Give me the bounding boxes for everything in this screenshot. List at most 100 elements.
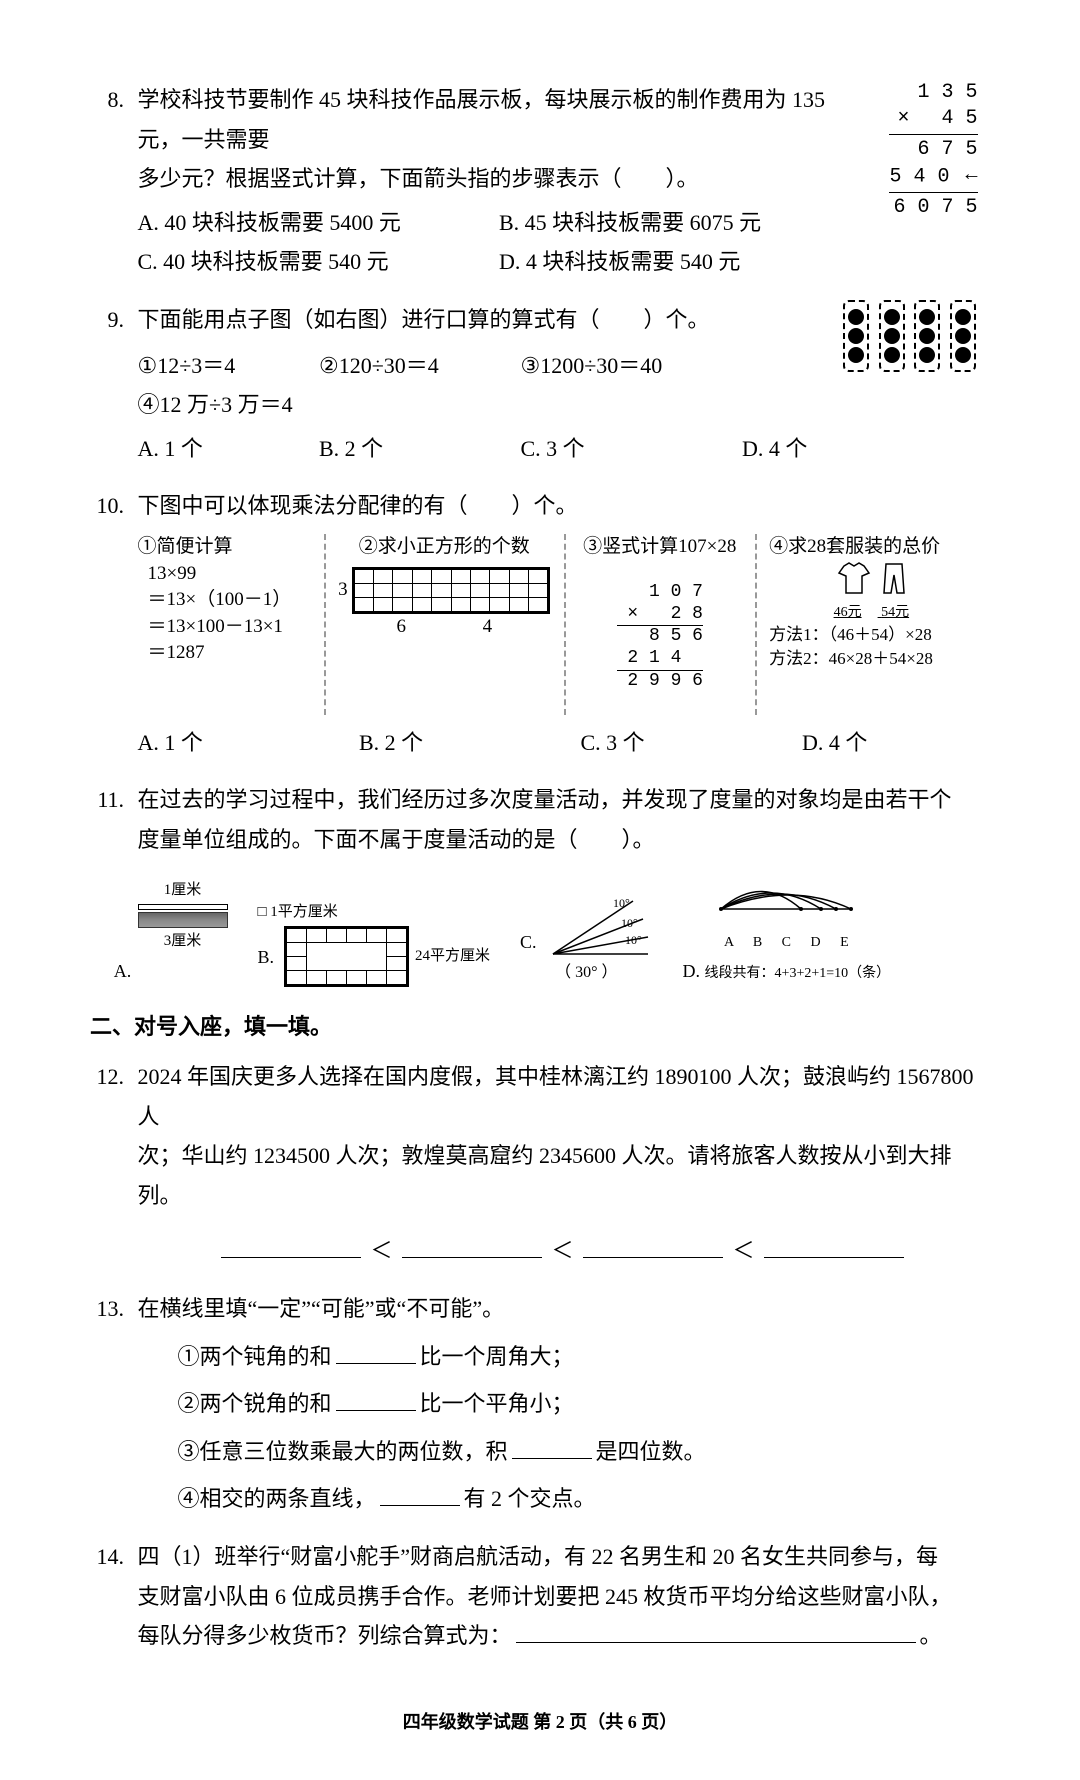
fig-c-base: （ 30° ）: [520, 959, 653, 988]
q10-number: 10.: [90, 486, 132, 526]
p2-bottom-6: 6: [396, 614, 406, 641]
q11-fig-a: 1厘米 3厘米 A.: [138, 877, 228, 987]
q12-number: 12.: [90, 1057, 132, 1097]
p4-title: ④求28套服装的总价: [769, 534, 973, 561]
q9-option-b: B. 2 个: [319, 429, 479, 469]
svg-text:10°: 10°: [621, 916, 638, 930]
svg-text:10°: 10°: [613, 896, 630, 910]
p2-title: ②求小正方形的个数: [338, 534, 550, 561]
p4-price1: 46元: [834, 605, 862, 620]
q9-option-c: C. 3 个: [521, 429, 701, 469]
p4-method-2: 方法2：46×28＋54×28: [769, 647, 973, 671]
calc-rule-1: [889, 134, 977, 135]
q14-body: 四（1）班举行“财富小舵手”财商启航活动，有 22 名男生和 20 名女生共同参…: [138, 1537, 988, 1656]
fig-d-points: A B C D E: [683, 930, 891, 955]
q12-text-2: 次；华山约 1234500 人次；敦煌莫高窟约 2345600 人次。请将旅客人…: [138, 1136, 988, 1215]
fig-c-label: C.: [520, 926, 537, 958]
q13-body: 在横线里填“一定”“可能”或“不可能”。 ①两个钝角的和比一个周角大； ②两个锐…: [138, 1289, 988, 1519]
q14-text-1: 四（1）班举行“财富小舵手”财商启航活动，有 22 名男生和 20 名女生共同参…: [138, 1537, 988, 1577]
q8-option-a: A. 40 块科技板需要 5400 元: [138, 203, 458, 243]
p1-l2: ＝13×（100－1）: [148, 587, 311, 614]
q13-sub-1: ①两个钝角的和比一个周角大；: [178, 1337, 988, 1377]
fig-a-label: A.: [114, 961, 132, 981]
calc-line-5: 6 0 7 5: [889, 195, 977, 221]
fig-b-label: B.: [258, 941, 275, 973]
p3-title: ③竖式计算107×28: [578, 534, 741, 561]
arc-diagram: [711, 869, 861, 919]
q13-sub-2: ②两个锐角的和比一个平角小；: [178, 1384, 988, 1424]
p1-l3: ＝13×100－13×1: [148, 614, 311, 641]
p4-price2: 54元: [881, 605, 909, 620]
q8-options: A. 40 块科技板需要 5400 元 B. 45 块科技板需要 6075 元 …: [138, 203, 988, 282]
q13-number: 13.: [90, 1289, 132, 1329]
q8-option-d: D. 4 块科技板需要 540 元: [499, 242, 740, 282]
p3-calc: 1 0 7 × 2 8 8 5 6 2 1 4 2 9 9 6: [617, 561, 703, 714]
blank-3[interactable]: [583, 1257, 723, 1258]
clothing-icons: 46元 54元: [769, 561, 973, 623]
question-13: 13. 在横线里填“一定”“可能”或“不可能”。 ①两个钝角的和比一个周角大； …: [90, 1289, 990, 1519]
q10-option-d: D. 4 个: [802, 723, 867, 763]
q9-option-a: A. 1 个: [138, 429, 278, 469]
q9-number: 9.: [90, 300, 132, 340]
dot-diagram: [841, 300, 978, 372]
question-11: 11. 在过去的学习过程中，我们经历过多次度量活动，并发现了度量的对象均是由若干…: [90, 780, 990, 987]
q9-option-d: D. 4 个: [742, 429, 807, 469]
q8-number: 8.: [90, 80, 132, 120]
q11-number: 11.: [90, 780, 132, 820]
question-12: 12. 2024 年国庆更多人选择在国内度假，其中桂林漓江约 1890100 人…: [90, 1057, 990, 1271]
q9-body: 下面能用点子图（如右图）进行口算的算式有（ ）个。 ①12÷3＝4 ②120÷3…: [138, 300, 988, 468]
q9-eq-3: ③1200÷30＝40: [521, 346, 701, 386]
q11-text-2: 度量单位组成的。下面不属于度量活动的是（ ）。: [138, 820, 988, 860]
q10-option-a: A. 1 个: [138, 723, 318, 763]
blank-2[interactable]: [402, 1257, 542, 1258]
grid-rectangle: [352, 567, 551, 614]
calc-line-2: × 4 5: [889, 106, 977, 132]
fig-d-label: D.: [683, 961, 701, 981]
page-footer: 四年级数学试题 第 2 页（共 6 页）: [90, 1706, 990, 1738]
q13-sub-4: ④相交的两条直线，有 2 个交点。: [178, 1479, 988, 1519]
q10-panel-3: ③竖式计算107×28 1 0 7 × 2 8 8 5 6 2 1 4 2 9 …: [578, 534, 757, 715]
p1-l4: ＝1287: [148, 640, 311, 667]
q13-blank-4[interactable]: [380, 1505, 460, 1506]
q13-text: 在横线里填“一定”“可能”或“不可能”。: [138, 1289, 988, 1329]
p2-bottom-4: 4: [483, 614, 493, 641]
q11-body: 在过去的学习过程中，我们经历过多次度量活动，并发现了度量的对象均是由若干个 度量…: [138, 780, 988, 987]
blank-1[interactable]: [221, 1257, 361, 1258]
q8-vertical-calculation: 1 3 5 × 4 5 6 7 5 5 4 0 ← 6 0 7 5: [889, 80, 977, 221]
q11-text-1: 在过去的学习过程中，我们经历过多次度量活动，并发现了度量的对象均是由若干个: [138, 780, 988, 820]
q13-blank-2[interactable]: [336, 1410, 416, 1411]
q11-fig-b: □ 1平方厘米 B. 24平方厘米: [258, 899, 491, 987]
q9-eq-1: ①12÷3＝4: [138, 346, 278, 386]
q10-body: 下图中可以体现乘法分配律的有（ ）个。 ①简便计算 13×99 ＝13×（100…: [138, 486, 988, 762]
section-2-header: 二、对号入座，填一填。: [90, 1007, 990, 1047]
q12-text-1: 2024 年国庆更多人选择在国内度假，其中桂林漓江约 1890100 人次；鼓浪…: [138, 1057, 988, 1136]
dot-group-1: [843, 300, 869, 372]
arrow-left-icon: ←: [965, 163, 977, 189]
area-grid: [284, 926, 409, 987]
q10-panels: ①简便计算 13×99 ＝13×（100－1） ＝13×100－13×1 ＝12…: [138, 534, 988, 715]
q9-eq-2: ②120÷30＝4: [319, 346, 479, 386]
q13-blank-3[interactable]: [512, 1458, 592, 1459]
q11-fig-c: C. 10° 10° 10° （ 30° ）: [520, 889, 653, 988]
blank-4[interactable]: [764, 1257, 904, 1258]
question-9: 9. 下面能用点子图（如右图）进行口算的算式有（ ）个。 ①12÷3＝4 ②12…: [90, 300, 990, 468]
question-8: 8. 1 3 5 × 4 5 6 7 5 5 4 0 ← 6 0 7 5 学校科…: [90, 80, 990, 282]
ruler-bottom-label: 3厘米: [138, 928, 228, 955]
lt-2: ＜: [551, 1238, 573, 1263]
q8-option-b: B. 45 块科技板需要 6075 元: [499, 203, 761, 243]
angle-diagram: 10° 10° 10°: [543, 889, 653, 959]
q14-blank[interactable]: [516, 1642, 916, 1643]
q9-eq-4: ④12 万÷3 万＝4: [138, 385, 293, 425]
p4-method-1: 方法1：（46＋54）×28: [769, 623, 973, 647]
q12-answer-line: ＜ ＜ ＜: [138, 1231, 988, 1271]
q13-blank-1[interactable]: [336, 1363, 416, 1364]
calc-line-4: 5 4 0 ←: [889, 163, 977, 190]
pants-icon: [879, 561, 909, 595]
q8-body: 1 3 5 × 4 5 6 7 5 5 4 0 ← 6 0 7 5 学校科技节要…: [138, 80, 988, 282]
q8-text-2: 多少元？根据竖式计算，下面箭头指的步骤表示（ ）。: [138, 159, 988, 199]
calc-rule-2: [889, 192, 977, 193]
p1-l1: 13×99: [148, 561, 311, 588]
dot-group-3: [914, 300, 940, 372]
q10-panel-2: ②求小正方形的个数 3 6 4: [338, 534, 566, 715]
question-10: 10. 下图中可以体现乘法分配律的有（ ）个。 ①简便计算 13×99 ＝13×…: [90, 486, 990, 762]
